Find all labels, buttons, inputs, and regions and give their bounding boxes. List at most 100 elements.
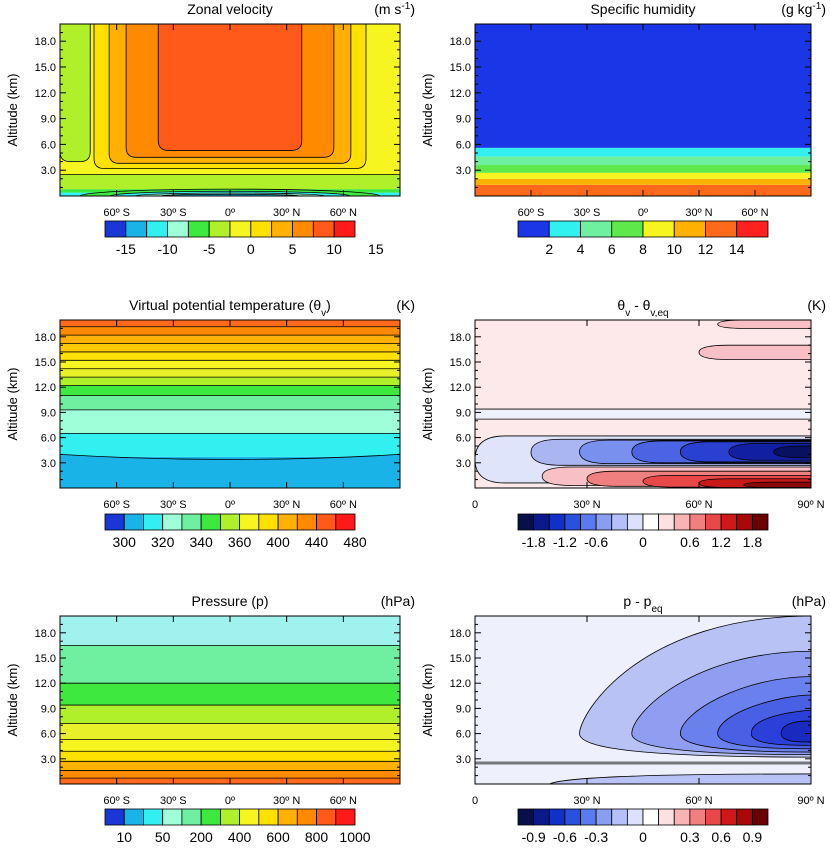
ytick-label: 9.0 xyxy=(456,703,471,715)
colorbar-swatch xyxy=(104,513,125,531)
panel-units: (K) xyxy=(396,297,415,313)
ytick-label: 12.0 xyxy=(450,88,471,100)
ytick-label: 15.0 xyxy=(35,357,56,369)
title-part: ) xyxy=(326,297,331,313)
colorbar-swatch xyxy=(335,513,356,531)
colorbar-label: 10 xyxy=(116,829,132,845)
plot-area xyxy=(60,320,400,488)
colorbar-label: 0.3 xyxy=(680,829,700,845)
band-4 xyxy=(475,156,811,166)
colorbar-swatch xyxy=(720,808,738,826)
colorbar-swatch xyxy=(642,808,660,826)
colorbar-label: 600 xyxy=(266,829,290,845)
colorbar-label: 1.8 xyxy=(743,534,763,550)
units-part: (hPa) xyxy=(792,593,826,609)
band-6 xyxy=(475,24,811,148)
colorbar-swatch xyxy=(580,220,613,238)
ytick-label: 6.0 xyxy=(456,139,471,151)
title-part: Zonal velocity xyxy=(187,1,273,17)
xtick-label: 30º S xyxy=(160,499,187,511)
y-axis-label: Altitude (km) xyxy=(420,368,435,441)
colorbar-label: 340 xyxy=(189,534,213,550)
colorbar-label: 1.2 xyxy=(711,534,731,550)
colorbar-label: 14 xyxy=(729,241,745,257)
xtick-label: 60º S xyxy=(103,795,130,807)
colorbar-swatch xyxy=(658,513,675,531)
ytick-label: 9.0 xyxy=(41,407,56,419)
ytick-label: 9.0 xyxy=(456,407,471,419)
ytick-label: 18.0 xyxy=(450,332,471,344)
band-8 xyxy=(60,351,400,361)
colorbar-swatch xyxy=(123,513,144,531)
ytick-label: 3.0 xyxy=(456,458,471,470)
title-subscript: v xyxy=(625,308,630,319)
colorbar-swatch xyxy=(642,220,675,238)
colorbar-swatch xyxy=(316,513,337,531)
band-3 xyxy=(475,165,811,173)
title-subscript: eq xyxy=(651,604,662,615)
colorbar-swatch xyxy=(548,220,581,238)
colorbar-swatch xyxy=(533,808,550,826)
colorbar-swatch xyxy=(564,808,581,826)
ytick-label: 3.0 xyxy=(41,165,56,177)
band-6 xyxy=(60,705,400,724)
colorbar-label: 2 xyxy=(545,241,553,257)
colorbar-label: 440 xyxy=(305,534,329,550)
band-9 xyxy=(60,343,400,352)
colorbar-swatch xyxy=(143,513,164,531)
panel-units: (m s-1) xyxy=(374,1,415,18)
xtick-label: 30º N xyxy=(273,207,300,219)
xtick-label: 60º N xyxy=(330,207,357,219)
colorbar-swatch xyxy=(250,220,273,238)
panel-title: p - peq xyxy=(623,593,662,615)
colorbar-swatch xyxy=(736,220,769,238)
ytick-label: 12.0 xyxy=(450,382,471,394)
units-part: (K) xyxy=(807,297,826,313)
xtick-label: 30º S xyxy=(574,207,601,219)
colorbar-label: -0.3 xyxy=(584,829,608,845)
colorbar-label: -1.2 xyxy=(553,534,577,550)
colorbar-swatch xyxy=(258,808,279,826)
title-part: (θ xyxy=(305,297,322,313)
xtick-label: 90º N xyxy=(797,795,824,807)
band-2 xyxy=(475,172,811,179)
colorbar-swatch xyxy=(292,220,314,238)
colorbar-swatch xyxy=(296,513,317,531)
colorbar-swatch xyxy=(335,808,356,826)
band-3 xyxy=(60,751,400,762)
colorbar-swatch xyxy=(181,513,202,531)
title-part: - θ xyxy=(630,297,650,313)
contour-lobe-5 xyxy=(743,481,811,488)
band-11 xyxy=(60,326,400,336)
panel-title: θv - θv,eq xyxy=(617,297,668,319)
xtick-label: 0º xyxy=(225,795,235,807)
colorbar-swatch xyxy=(271,220,293,238)
ytick-label: 9.0 xyxy=(456,114,471,126)
title-part: p - p xyxy=(623,593,651,609)
band-5 xyxy=(475,147,811,157)
colorbar-swatch xyxy=(673,513,691,531)
colorbar-swatch xyxy=(277,513,298,531)
colorbar-swatch xyxy=(143,808,164,826)
colorbar-label: 400 xyxy=(228,829,252,845)
colorbar-label: -1.8 xyxy=(522,534,546,550)
ytick-label: 15.0 xyxy=(450,357,471,369)
plot-area xyxy=(475,616,811,784)
panel-units: (hPa) xyxy=(792,593,826,609)
band-4 xyxy=(60,385,400,396)
colorbar-swatch xyxy=(517,220,550,238)
colorbar-label: -0.6 xyxy=(553,829,577,845)
colorbar-swatch xyxy=(333,220,356,238)
panel-1: 3.0 6.0 9.0 12.0 15.0 18.0 60º S 30º S 0º 30º N 60… xyxy=(5,1,415,258)
units-part: (g kg xyxy=(781,1,812,17)
colorbar-label: 15 xyxy=(368,241,384,257)
ytick-label: 18.0 xyxy=(450,36,471,48)
xtick-label: 30º S xyxy=(160,207,187,219)
panel-title: Specific humidity xyxy=(590,1,695,17)
colorbar-swatch xyxy=(533,513,550,531)
ytick-label: 3.0 xyxy=(456,754,471,766)
ytick-label: 18.0 xyxy=(35,36,56,48)
xtick-label: 60º N xyxy=(741,207,768,219)
colorbar-label: 300 xyxy=(113,534,137,550)
colorbar: -15 -10 -5 0 5 10 15 xyxy=(104,220,384,257)
